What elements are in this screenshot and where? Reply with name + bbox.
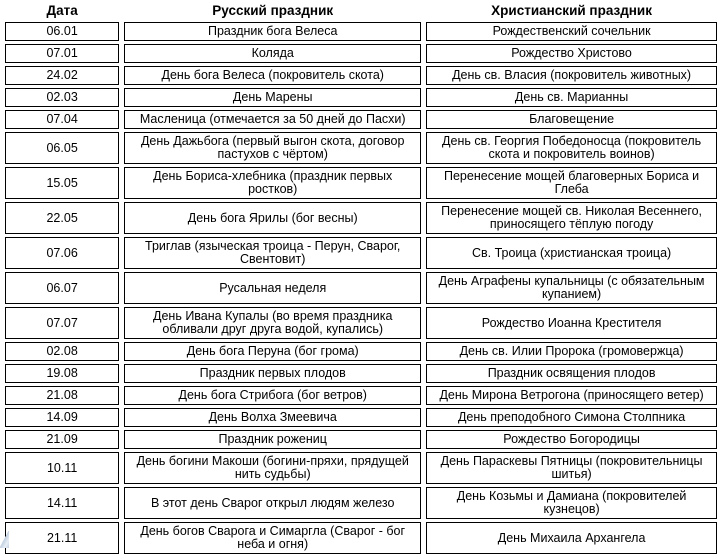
table-row: 07.01 Коляда Рождество Христово — [5, 44, 717, 63]
cell-christian-holiday: День Козьмы и Дамиана (покровителей кузн… — [426, 487, 717, 519]
cell-russian-holiday: День богини Макоши (богини-пряхи, прядущ… — [124, 452, 422, 484]
table-row: 06.07 Русальная неделя День Аграфены купал… — [5, 272, 717, 304]
cell-russian-holiday: День Бориса-хлебника (праздник первых ро… — [124, 167, 422, 199]
cell-date: 14.09 — [5, 408, 120, 427]
cell-christian-holiday: День Аграфены купальницы (с обязательным… — [426, 272, 717, 304]
table-row: 06.05 День Дажьбога (первый выгон скота, … — [5, 132, 717, 164]
cell-russian-holiday: День богов Сварога и Симаргла (Сварог - … — [124, 522, 422, 554]
table-body: 06.01 Праздник бога Велеса Рождественский … — [5, 22, 717, 554]
cell-date: 07.06 — [5, 237, 120, 269]
cell-date: 19.08 — [5, 364, 120, 383]
cell-russian-holiday: В этот день Сварог открыл людям железо — [124, 487, 422, 519]
cell-christian-holiday: Рождество Христово — [426, 44, 717, 63]
cell-date: 10.11 — [5, 452, 120, 484]
cell-christian-holiday: Праздник освящения плодов — [426, 364, 717, 383]
cell-date: 14.11 — [5, 487, 120, 519]
table-row: 21.08 День бога Стрибога (бог ветров) День… — [5, 386, 717, 405]
cell-russian-holiday: Праздник бога Велеса — [124, 22, 422, 41]
header-row: Дата Русский праздник Христианский празд… — [5, 3, 717, 19]
cell-date: 02.03 — [5, 88, 120, 107]
table-row: 14.09 День Волха Змеевича День преподобног… — [5, 408, 717, 427]
cell-christian-holiday: День св. Георгия Победоносца (покровител… — [426, 132, 717, 164]
header-date: Дата — [46, 3, 78, 18]
table-row: 21.11 День богов Сварога и Симаргла (Свар… — [5, 522, 717, 554]
cell-date: 21.09 — [5, 430, 120, 449]
cell-russian-holiday: Масленица (отмечается за 50 дней до Пасх… — [124, 110, 422, 129]
cell-christian-holiday: День Михаила Архангела — [426, 522, 717, 554]
table-row: 19.08 Праздник первых плодов Праздник освя… — [5, 364, 717, 383]
cell-date: 06.07 — [5, 272, 120, 304]
header-christian-holiday: Христианский праздник — [491, 3, 652, 18]
header-russian-holiday: Русский праздник — [212, 3, 334, 18]
table-row: 24.02 День бога Велеса (покровитель скота… — [5, 66, 717, 85]
table-row: 14.11 В этот день Сварог открыл людям жел… — [5, 487, 717, 519]
cell-christian-holiday: Перенесение мощей благоверных Бориса и Г… — [426, 167, 717, 199]
table-row: 21.09 Праздник рожениц Рождество Богородиц… — [5, 430, 717, 449]
cell-russian-holiday: Праздник первых плодов — [124, 364, 422, 383]
cell-russian-holiday: День Дажьбога (первый выгон скота, догов… — [124, 132, 422, 164]
table-row: 22.05 День бога Ярилы (бог весны) Перенесе… — [5, 202, 717, 234]
cell-russian-holiday: День бога Перуна (бог грома) — [124, 342, 422, 361]
cell-date: 07.07 — [5, 307, 120, 339]
cell-date: 21.08 — [5, 386, 120, 405]
cell-christian-holiday: Рождество Богородицы — [426, 430, 717, 449]
cell-date: 22.05 — [5, 202, 120, 234]
cell-russian-holiday: Русальная неделя — [124, 272, 422, 304]
table-row: 07.06 Триглав (языческая троица - Перун, … — [5, 237, 717, 269]
cell-christian-holiday: Рождественский сочельник — [426, 22, 717, 41]
cell-christian-holiday: Рождество Иоанна Крестителя — [426, 307, 717, 339]
cell-christian-holiday: День преподобного Симона Столпника — [426, 408, 717, 427]
table-row: 06.01 Праздник бога Велеса Рождественский … — [5, 22, 717, 41]
table-row: 07.07 День Ивана Купалы (во время праздни… — [5, 307, 717, 339]
cell-date: 21.11 — [5, 522, 120, 554]
cell-christian-holiday: Благовещение — [426, 110, 717, 129]
cell-russian-holiday: День Ивана Купалы (во время праздника об… — [124, 307, 422, 339]
cell-russian-holiday: День Марены — [124, 88, 422, 107]
cell-christian-holiday: Св. Троица (христианская троица) — [426, 237, 717, 269]
page-corner-artifact — [0, 531, 9, 548]
cell-christian-holiday: День св. Марианны — [426, 88, 717, 107]
cell-date: 07.04 — [5, 110, 120, 129]
cell-russian-holiday: День бога Велеса (покровитель скота) — [124, 66, 422, 85]
cell-christian-holiday: День св. Илии Пророка (громовержца) — [426, 342, 717, 361]
cell-date: 06.01 — [5, 22, 120, 41]
cell-russian-holiday: День бога Стрибога (бог ветров) — [124, 386, 422, 405]
table-row: 02.03 День Марены День св. Марианны — [5, 88, 717, 107]
cell-russian-holiday: Коляда — [124, 44, 422, 63]
cell-christian-holiday: День Параскевы Пятницы (покровительницы … — [426, 452, 717, 484]
cell-christian-holiday: Перенесение мощей св. Николая Весеннего,… — [426, 202, 717, 234]
cell-date: 24.02 — [5, 66, 120, 85]
cell-russian-holiday: Триглав (языческая троица - Перун, Сваро… — [124, 237, 422, 269]
table-row: 02.08 День бога Перуна (бог грома) День св… — [5, 342, 717, 361]
cell-date: 15.05 — [5, 167, 120, 199]
table-row: 07.04 Масленица (отмечается за 50 дней до… — [5, 110, 717, 129]
table-row: 10.11 День богини Макоши (богини-пряхи, п… — [5, 452, 717, 484]
cell-christian-holiday: День Мирона Ветрогона (приносящего ветер… — [426, 386, 717, 405]
cell-christian-holiday: День св. Власия (покровитель животных) — [426, 66, 717, 85]
table-row: 15.05 День Бориса-хлебника (праздник перв… — [5, 167, 717, 199]
cell-russian-holiday: День Волха Змеевича — [124, 408, 422, 427]
cell-date: 02.08 — [5, 342, 120, 361]
cell-date: 07.01 — [5, 44, 120, 63]
cell-russian-holiday: День бога Ярилы (бог весны) — [124, 202, 422, 234]
cell-russian-holiday: Праздник рожениц — [124, 430, 422, 449]
cell-date: 06.05 — [5, 132, 120, 164]
